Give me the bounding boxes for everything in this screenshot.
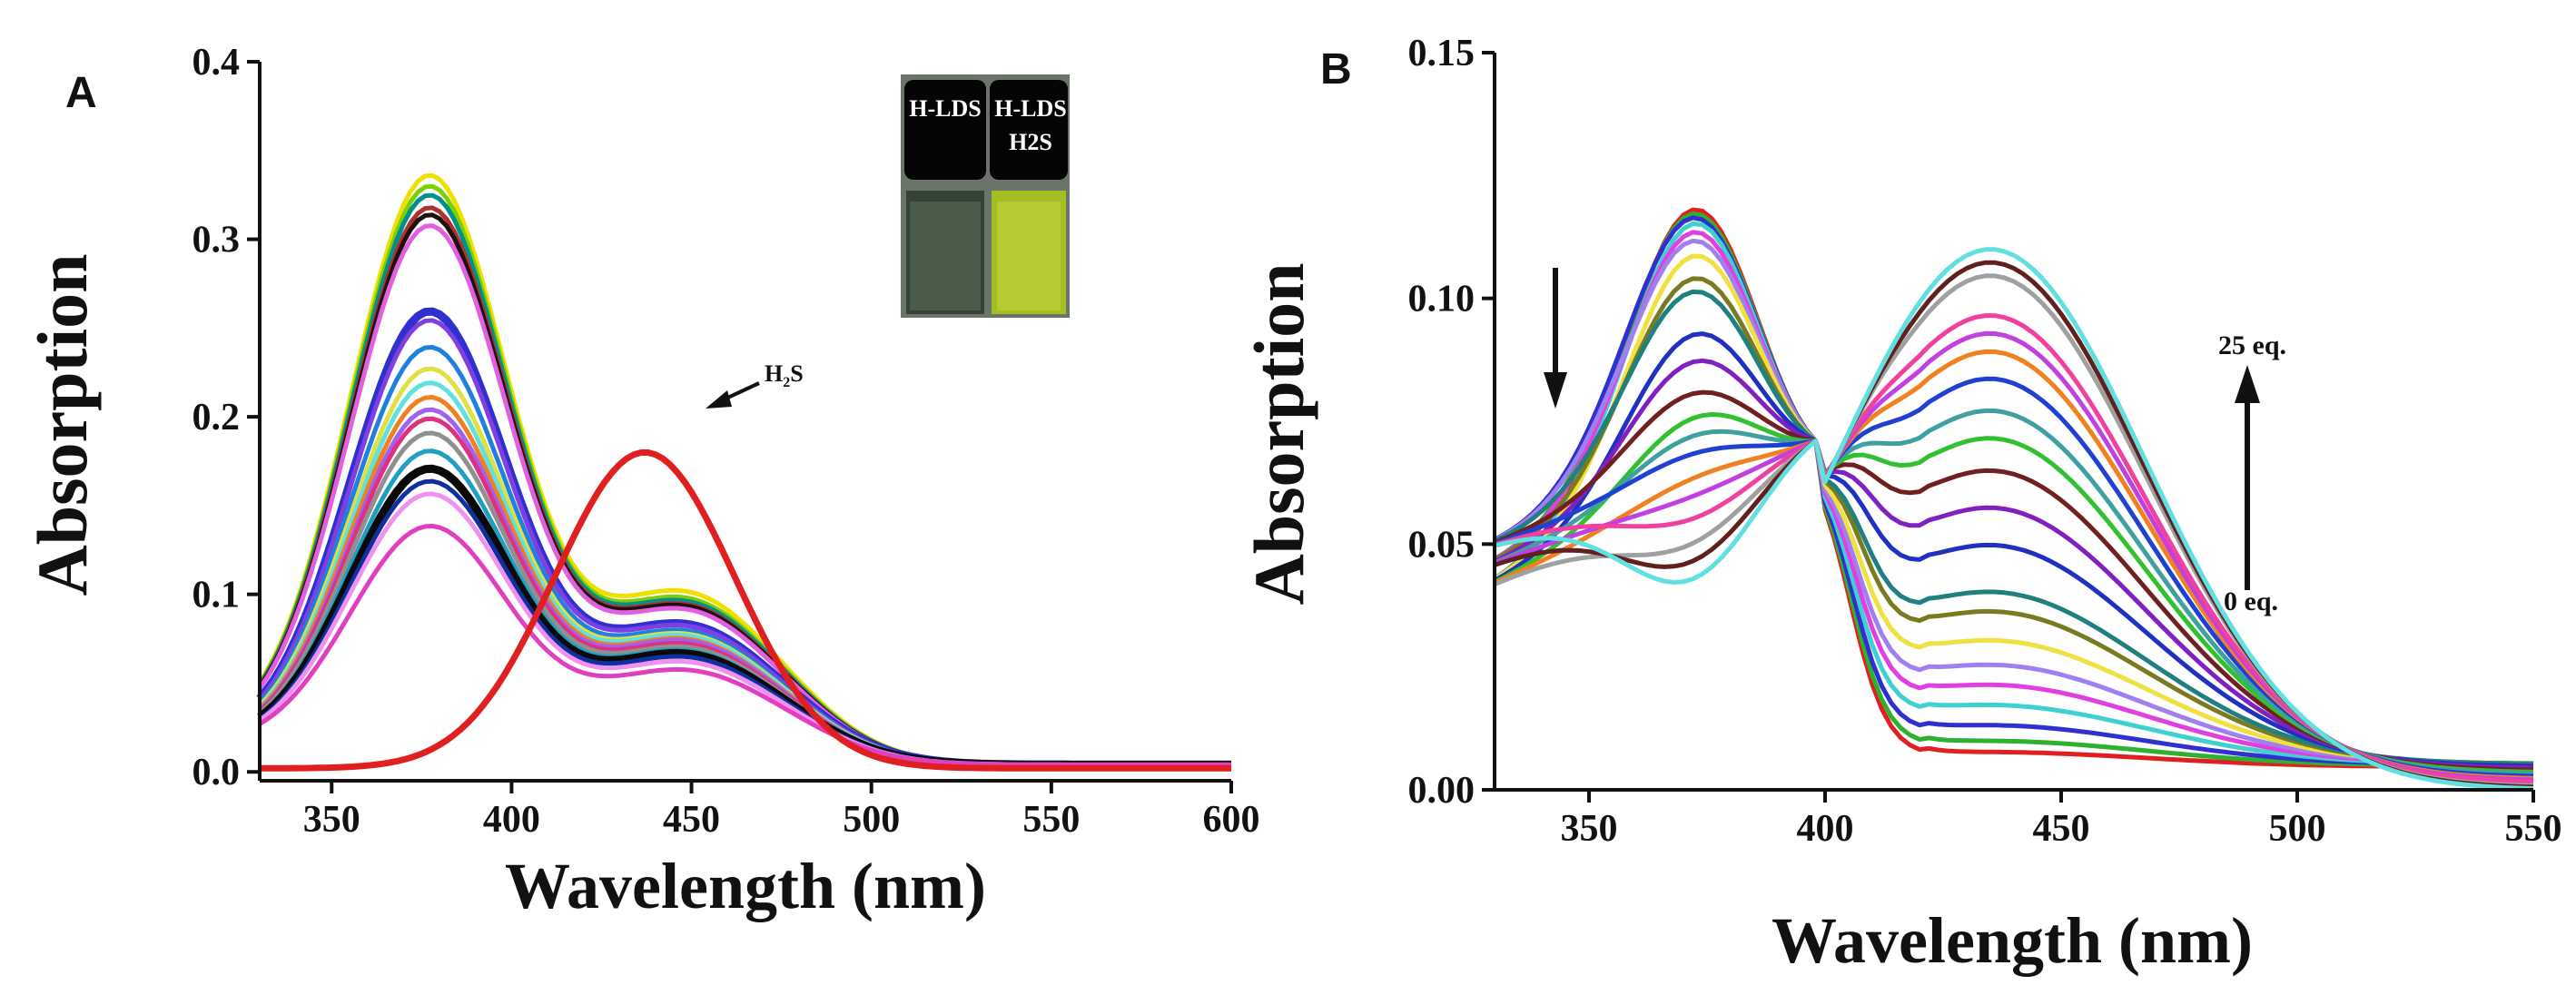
y-tick-label: 0.15 bbox=[1408, 33, 1476, 74]
panel-b-letter: B bbox=[1320, 45, 1352, 94]
x-tick-label: 600 bbox=[1203, 799, 1260, 841]
y-tick-label: 0.3 bbox=[192, 220, 241, 261]
y-tick-label: 0.00 bbox=[1408, 770, 1476, 812]
panel-b-x-axis-title: Wavelength (nm) bbox=[1772, 904, 2253, 977]
x-tick-label: 550 bbox=[1022, 799, 1080, 841]
increase-arrow: 25 eq. 0 eq. bbox=[2218, 330, 2286, 616]
y-tick-label: 0.05 bbox=[1408, 524, 1476, 566]
label-25-eq: 25 eq. bbox=[2218, 330, 2286, 360]
series-line-b-s7 bbox=[1493, 276, 2534, 766]
series-line-0212 bbox=[258, 395, 1231, 767]
panel-a-y-ticks: 0.0 0.1 0.2 0.3 0.4 bbox=[192, 42, 260, 793]
h2s-annotation: H2S bbox=[706, 360, 804, 409]
panel-b-y-axis-title: Absorption bbox=[1239, 262, 1318, 605]
decrease-arrow bbox=[1544, 268, 1567, 409]
series-line-b-25eq bbox=[1494, 247, 2534, 792]
vial-left-cap bbox=[904, 80, 986, 180]
x-tick-label: 500 bbox=[843, 799, 900, 841]
vial-inset-photo: H-LDS H-LDS H2S bbox=[901, 74, 1070, 318]
y-tick-label: 0.0 bbox=[192, 752, 241, 793]
x-tick-label: 450 bbox=[663, 799, 720, 841]
panel-a-curves bbox=[256, 172, 1231, 772]
series-line-0200 bbox=[258, 416, 1231, 767]
h2s-label-s: S bbox=[790, 360, 803, 387]
h2s-arrow-head bbox=[706, 390, 732, 409]
panel-a-y-axis-title: Absorption bbox=[23, 253, 102, 596]
y-tick-label: 0.10 bbox=[1408, 279, 1476, 320]
series-line-0172 bbox=[257, 464, 1231, 769]
increase-arrow-head bbox=[2235, 365, 2260, 403]
panel-a-letter: A bbox=[65, 69, 97, 117]
vial-right-glass bbox=[997, 202, 1061, 310]
series-line-b-s2 bbox=[1493, 215, 2533, 767]
panel-b: B 0.00 0.05 0.10 0.15 350 400 450 500 550 Absor… bbox=[1239, 33, 2562, 977]
x-tick-label: 350 bbox=[303, 799, 360, 841]
series-line-h2s bbox=[260, 449, 1231, 772]
panel-b-y-ticks: 0.00 0.05 0.10 0.15 bbox=[1408, 33, 1495, 812]
h2s-label-sub: 2 bbox=[783, 375, 790, 390]
h2s-label: H2S bbox=[765, 360, 804, 390]
h2s-label-h: H bbox=[765, 360, 783, 387]
decrease-arrow-head bbox=[1544, 372, 1567, 409]
vial-left-label: H-LDS bbox=[909, 95, 981, 122]
vial-right-cap bbox=[990, 80, 1068, 180]
panel-b-x-ticks: 350 400 450 500 550 bbox=[1561, 790, 2562, 850]
y-tick-label: 0.4 bbox=[192, 42, 241, 84]
y-tick-label: 0.1 bbox=[192, 575, 241, 616]
y-tick-label: 0.2 bbox=[192, 397, 241, 438]
x-tick-label: 400 bbox=[483, 799, 540, 841]
label-0-eq: 0 eq. bbox=[2224, 586, 2278, 616]
vial-right-label-line2: H2S bbox=[1009, 129, 1052, 155]
panel-a-x-axis-title: Wavelength (nm) bbox=[505, 850, 986, 922]
x-tick-label: 400 bbox=[1797, 808, 1854, 850]
x-tick-label: 450 bbox=[2033, 808, 2090, 850]
panel-a-x-ticks: 350 400 450 500 550 600 bbox=[303, 781, 1260, 841]
x-tick-label: 550 bbox=[2505, 808, 2562, 850]
panel-a: A 0.0 0.1 0.2 0.3 0.4 350 400 450 500 550 600 Abs… bbox=[23, 42, 1260, 922]
series-line-b-s3 bbox=[1493, 221, 2533, 766]
x-tick-label: 500 bbox=[2269, 808, 2326, 850]
series-line-b-s18 bbox=[1494, 273, 2534, 788]
series-line-0182 bbox=[258, 448, 1231, 767]
vial-right-label-line1: H-LDS bbox=[994, 95, 1066, 122]
series-line-0220 bbox=[258, 380, 1231, 767]
x-tick-label: 350 bbox=[1561, 808, 1618, 850]
vial-left-glass bbox=[910, 202, 981, 310]
panel-b-curves bbox=[1493, 207, 2534, 792]
series-line-0140 bbox=[258, 524, 1231, 767]
